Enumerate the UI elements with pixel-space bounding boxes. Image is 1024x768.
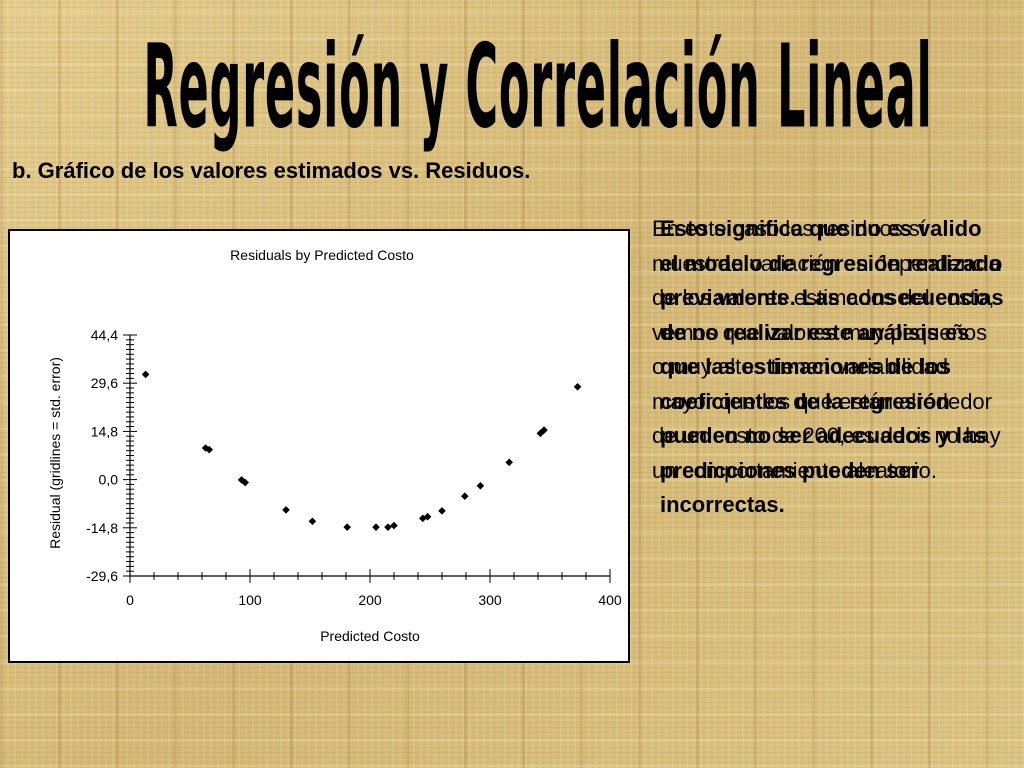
slide-title: Regresión y Correlación Lineal: [143, 19, 933, 155]
data-point: [573, 382, 582, 391]
data-point: [372, 523, 380, 531]
data-point: [343, 523, 351, 531]
data-point: [438, 507, 446, 515]
y-tick-label: 29,6: [91, 375, 118, 391]
axes: -29,6 -14,8 0,0 14,8 29,6 44,4 0 100 200 300 400: [86, 327, 622, 608]
data-point: [282, 506, 290, 514]
x-tick-label: 0: [126, 592, 134, 608]
data-point: [476, 481, 485, 490]
chart-title: Residuals by Predicted Costo: [230, 247, 414, 263]
data-point: [205, 445, 213, 454]
data-point: [237, 476, 246, 484]
data-point: [423, 512, 432, 521]
slide-subtitle: b. Gráfico de los valores estimados vs. …: [12, 158, 531, 183]
y-tick-label: -14,8: [86, 520, 118, 536]
data-point: [390, 521, 398, 530]
data-point: [419, 514, 427, 523]
x-tick-label: 300: [478, 592, 502, 608]
y-axis-label: Residual (gridlines = std. error): [47, 357, 63, 549]
explanation-text: En este caso los residuos sí muestran va…: [652, 216, 1001, 483]
data-point: [308, 517, 317, 526]
x-tick-label: 100: [238, 592, 262, 608]
x-axis-label: Predicted Costo: [320, 628, 420, 644]
data-point: [540, 426, 548, 434]
data-point: [461, 492, 469, 501]
x-tick-label: 400: [598, 592, 622, 608]
y-tick-label: 0,0: [99, 472, 119, 488]
chart-svg: Residuals by Predicted Costo Predicted C…: [47, 247, 622, 644]
conclusion-text: Esto significa que no es valido el model…: [660, 216, 1004, 517]
residual-chart: Residuals by Predicted Costo Predicted C…: [8, 229, 630, 663]
x-tick-label: 200: [358, 592, 382, 608]
data-point: [141, 370, 150, 379]
data-point: [384, 523, 392, 531]
y-tick-label: 14,8: [91, 423, 118, 439]
data-point: [241, 478, 249, 487]
data-point: [505, 458, 513, 467]
y-tick-label: 44,4: [91, 327, 118, 343]
data-points: [141, 370, 582, 531]
y-tick-label: -29,6: [86, 568, 118, 584]
